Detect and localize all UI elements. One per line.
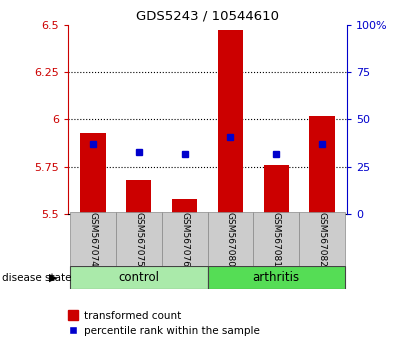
Title: GDS5243 / 10544610: GDS5243 / 10544610 bbox=[136, 9, 279, 22]
Bar bbox=[309, 116, 335, 214]
Text: GSM567080: GSM567080 bbox=[226, 212, 235, 267]
Bar bbox=[264, 165, 289, 214]
Legend: transformed count, percentile rank within the sample: transformed count, percentile rank withi… bbox=[64, 306, 263, 340]
Bar bbox=[299, 212, 345, 267]
Text: GSM567074: GSM567074 bbox=[88, 212, 97, 267]
Bar bbox=[253, 212, 299, 267]
Text: arthritis: arthritis bbox=[253, 270, 300, 284]
Bar bbox=[208, 212, 253, 267]
Text: disease state: disease state bbox=[2, 273, 72, 283]
Bar bbox=[70, 266, 208, 289]
Bar bbox=[81, 133, 106, 214]
Bar bbox=[172, 199, 197, 214]
Bar bbox=[218, 30, 243, 214]
Text: GSM567082: GSM567082 bbox=[318, 212, 327, 267]
Text: ▶: ▶ bbox=[48, 273, 57, 283]
Bar bbox=[126, 180, 151, 214]
Text: GSM567075: GSM567075 bbox=[134, 212, 143, 267]
Bar bbox=[208, 266, 345, 289]
Bar bbox=[116, 212, 162, 267]
Text: GSM567081: GSM567081 bbox=[272, 212, 281, 267]
Bar bbox=[162, 212, 208, 267]
Text: control: control bbox=[118, 270, 159, 284]
Bar bbox=[70, 212, 116, 267]
Text: GSM567076: GSM567076 bbox=[180, 212, 189, 267]
